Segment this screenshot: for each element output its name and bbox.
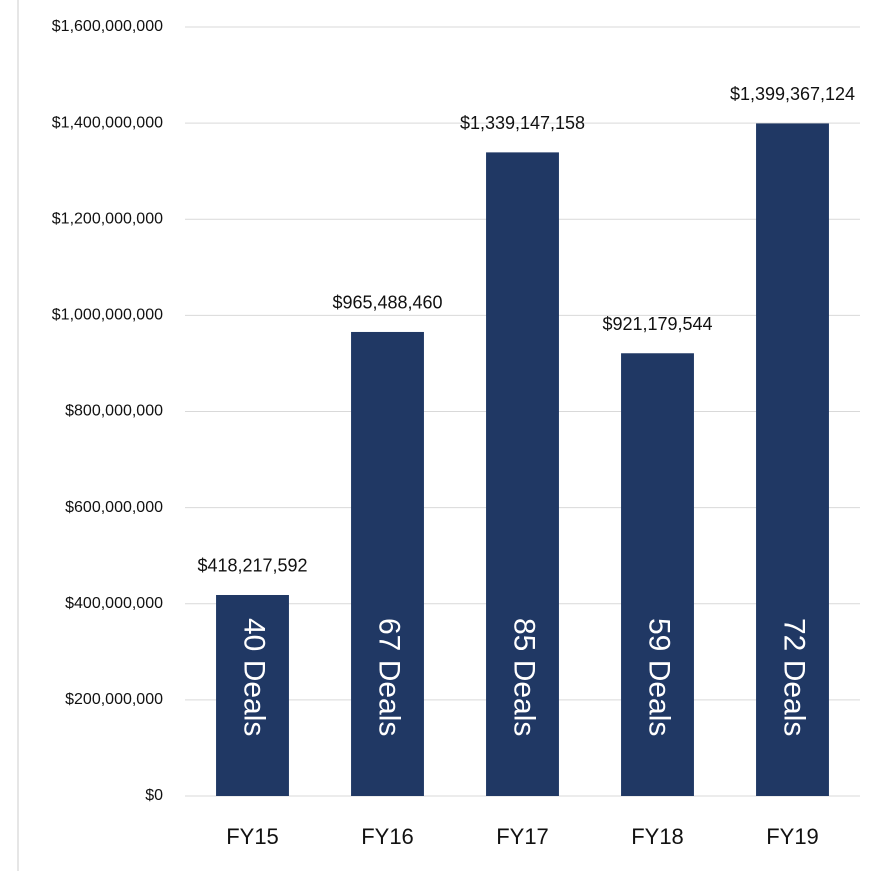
bar [486, 152, 559, 797]
x-tick-label: FY16 [361, 824, 414, 849]
bar [351, 331, 424, 796]
y-tick-label: $1,000,000,000 [52, 307, 163, 324]
bar [621, 353, 694, 796]
bar [216, 594, 289, 796]
y-tick-label: $1,200,000,000 [52, 210, 163, 227]
x-tick-label: FY19 [766, 824, 819, 849]
y-tick-label: $200,000,000 [65, 691, 163, 708]
value-label: $921,179,544 [602, 314, 712, 334]
x-tick-label: FY18 [631, 824, 684, 849]
deal-label: 85 Deals [508, 618, 541, 736]
y-tick-label: $1,400,000,000 [52, 114, 163, 131]
deal-label: 67 Deals [373, 618, 406, 736]
deal-label: 40 Deals [238, 618, 271, 736]
bar [756, 123, 829, 796]
x-tick-label: FY15 [226, 824, 279, 849]
deal-label: 72 Deals [778, 618, 811, 736]
deal-label: 59 Deals [643, 618, 676, 736]
value-label: $418,217,592 [197, 556, 307, 576]
x-tick-label: FY17 [496, 824, 549, 849]
y-tick-label: $400,000,000 [65, 595, 163, 612]
y-tick-label: $0 [145, 787, 163, 804]
y-tick-label: $1,600,000,000 [52, 18, 163, 35]
y-tick-label: $800,000,000 [65, 403, 163, 420]
value-label: $1,339,147,158 [460, 113, 585, 133]
value-label: $1,399,367,124 [730, 84, 855, 104]
value-label: $965,488,460 [332, 293, 442, 313]
y-tick-label: $600,000,000 [65, 499, 163, 516]
